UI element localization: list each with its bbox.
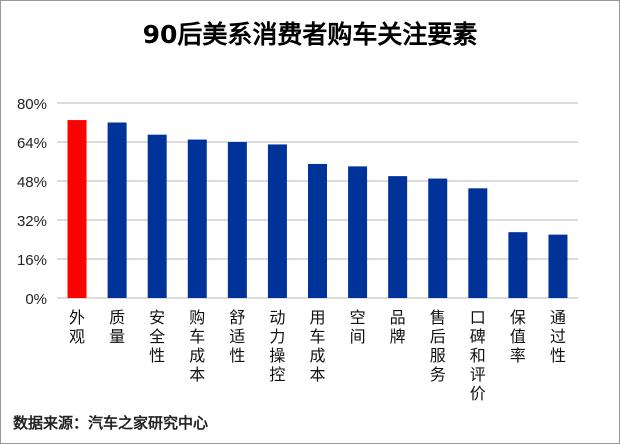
- bar: [107, 122, 127, 298]
- x-tick-label: 售后服务: [430, 308, 446, 384]
- x-tick-label: 安全性: [149, 308, 165, 365]
- y-tick-label: 64%: [17, 135, 47, 152]
- bar: [548, 234, 568, 298]
- x-tick-label: 外观: [69, 308, 85, 346]
- x-tick-label: 通过性: [550, 308, 566, 365]
- bar: [348, 166, 368, 298]
- x-tick-label: 质量: [109, 308, 125, 346]
- y-tick-label: 0%: [25, 291, 47, 308]
- x-tick-label: 品牌: [390, 308, 406, 346]
- y-tick-label: 80%: [17, 96, 47, 113]
- bar: [227, 142, 247, 298]
- x-tick-label: 保值率: [510, 308, 526, 365]
- x-tick-label: 空间: [350, 308, 366, 346]
- bar: [428, 178, 448, 298]
- bar: [468, 188, 488, 298]
- bar: [388, 176, 408, 298]
- source-note: 数据来源：汽车之家研究中心: [13, 414, 209, 432]
- x-tick-label: 舒适性: [229, 308, 245, 365]
- y-tick-label: 48%: [17, 174, 47, 191]
- y-tick-label: 16%: [17, 252, 47, 269]
- x-tick-label: 用车成本: [309, 308, 325, 384]
- bar: [147, 134, 167, 298]
- y-tick-label: 32%: [17, 213, 47, 230]
- x-tick-label: 动力操控: [269, 308, 285, 384]
- bar: [308, 163, 327, 298]
- x-tick-label: 口碑和评价: [470, 308, 486, 403]
- bar: [67, 120, 87, 298]
- bar: [187, 139, 207, 298]
- bar: [267, 144, 287, 298]
- bar: [508, 232, 528, 298]
- x-tick-label: 购车成本: [189, 308, 205, 384]
- chart-title: 90后美系消费者购车关注要素: [142, 20, 478, 49]
